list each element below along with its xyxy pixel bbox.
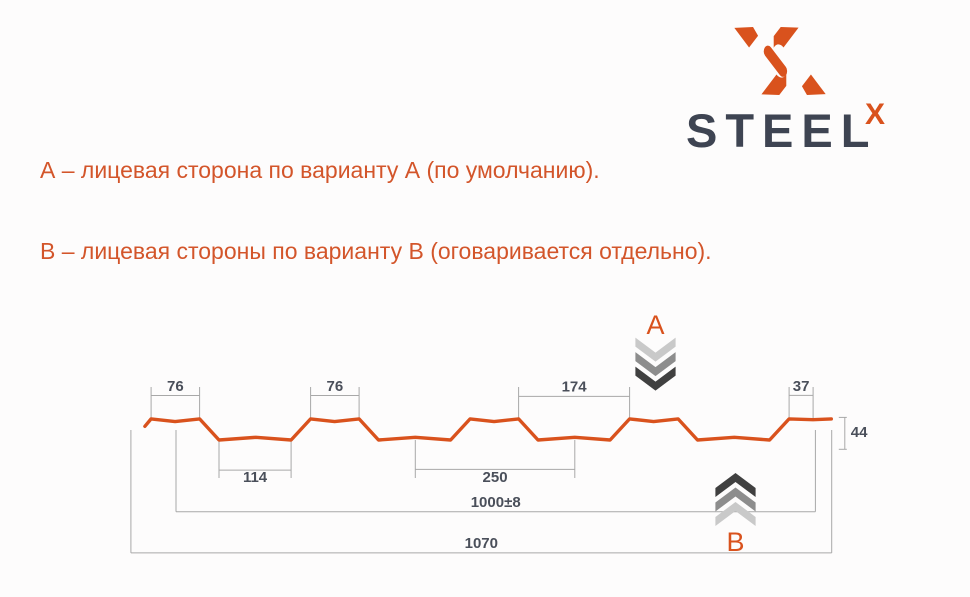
- svg-text:114: 114: [243, 469, 268, 486]
- svg-text:76: 76: [167, 378, 184, 395]
- svg-text:37: 37: [793, 378, 810, 395]
- svg-text:1000±8: 1000±8: [471, 494, 521, 511]
- svg-text:1070: 1070: [465, 535, 498, 552]
- svg-text:44: 44: [851, 424, 868, 441]
- svg-text:B: B: [726, 527, 744, 557]
- svg-text:76: 76: [327, 378, 344, 395]
- svg-text:174: 174: [562, 379, 588, 396]
- svg-text:A: A: [646, 310, 664, 340]
- svg-text:250: 250: [483, 469, 508, 486]
